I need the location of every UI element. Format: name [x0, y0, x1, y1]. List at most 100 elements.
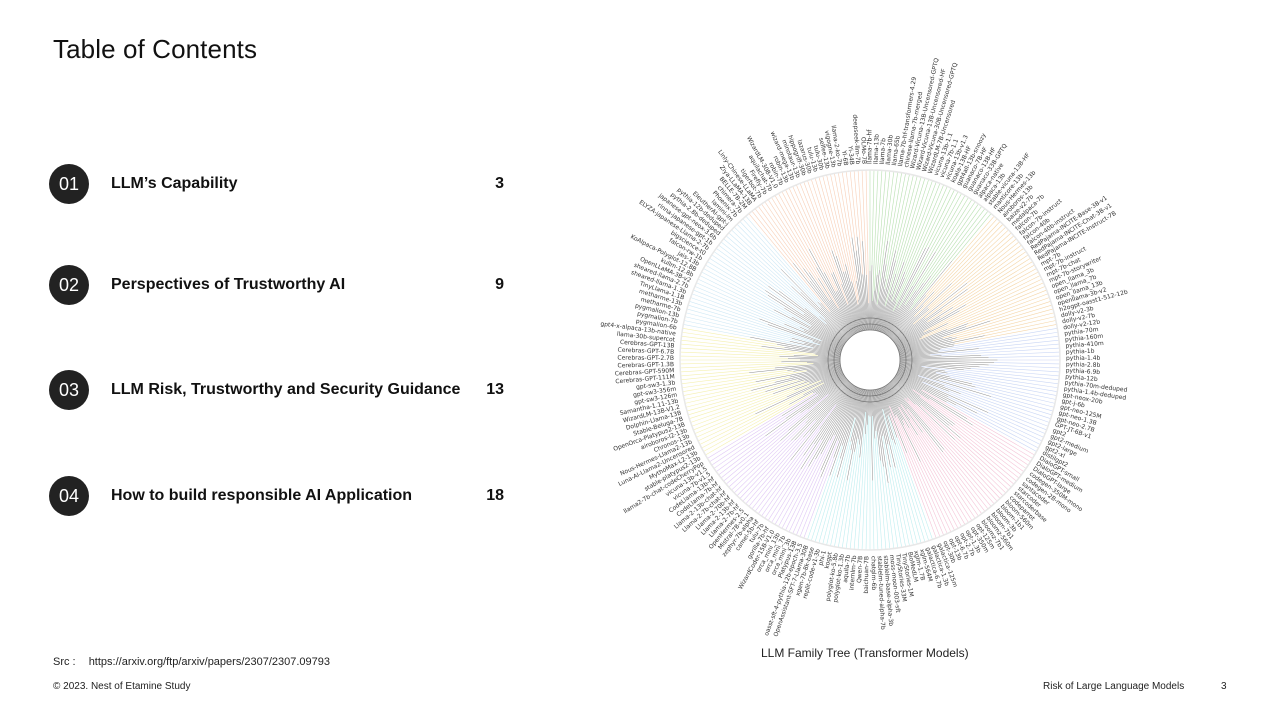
- tree-branch-line: [703, 268, 792, 318]
- tree-branch-line: [917, 435, 973, 521]
- toc-number-badge: 02: [49, 265, 89, 305]
- tree-branch-line: [861, 424, 868, 550]
- toc-item-label: How to build responsible AI Application: [111, 487, 413, 504]
- tree-trunk-line: [883, 247, 926, 334]
- tree-branch-line: [761, 455, 804, 517]
- tree-trunk-line: [897, 370, 950, 392]
- tree-branch-line: [731, 418, 808, 491]
- tree-trunk-line: [813, 361, 841, 364]
- tree-trunk-line: [836, 388, 863, 478]
- tree-trunk-line: [887, 384, 923, 433]
- tree-branch-line: [803, 181, 842, 284]
- tree-branch-line: [857, 170, 863, 242]
- tree-leaf-label: phi-1: [818, 550, 828, 567]
- tree-trunk-line: [895, 317, 941, 345]
- tree-branch-line: [811, 445, 843, 541]
- tree-trunk-line: [874, 389, 889, 484]
- tree-trunk-line: [888, 260, 953, 338]
- tree-trunk-line: [800, 291, 849, 340]
- tree-leaf-label: llama-7b-hf: [867, 129, 874, 164]
- toc-item-4[interactable]: 04 How to build responsible AI Applicati…: [49, 476, 509, 516]
- figure-caption: LLM Family Tree (Transformer Models): [761, 646, 969, 660]
- tree-leaf-label: pythia-1.4b: [1066, 355, 1101, 362]
- tree-trunk-line: [851, 237, 866, 331]
- tree-branch-line: [845, 171, 857, 251]
- tree-trunk-line: [809, 280, 853, 337]
- tree-trunk-line: [899, 354, 931, 358]
- tree-trunk-line: [838, 308, 855, 335]
- tree-branch-line: [960, 437, 1015, 485]
- source-link[interactable]: https://arxiv.org/ftp/arxiv/papers/2307/…: [88, 656, 331, 668]
- tree-branch-line: [972, 383, 1056, 404]
- tree-trunk-line: [824, 319, 848, 341]
- tree-leaf-label: deepseek-llm-7b: [851, 114, 861, 165]
- tree-trunk-line: [807, 380, 849, 419]
- tree-trunk-line: [886, 384, 911, 421]
- tree-trunk-line: [894, 377, 921, 397]
- tree-branch-line: [818, 176, 846, 272]
- tree-branch-line: [987, 412, 1044, 438]
- tree-trunk-line: [791, 381, 850, 441]
- tree-branch-line: [680, 351, 780, 357]
- tree-trunk-line: [893, 318, 926, 343]
- tree-trunk-line: [898, 370, 961, 394]
- tree-branch-line: [748, 432, 811, 507]
- tree-trunk-line: [877, 388, 893, 441]
- tree-branch-line: [754, 404, 837, 512]
- tree-trunk-line: [755, 372, 843, 415]
- tree-branch-line: [876, 171, 895, 305]
- tree-branch-line: [896, 437, 933, 540]
- tree-trunk-line: [807, 378, 847, 410]
- tree-leaf-label: llama-13b: [873, 134, 881, 165]
- tree-branch-line: [830, 450, 852, 546]
- copyright-notice: © 2023. Nest of Etamine Study: [53, 681, 191, 692]
- tree-trunk-line: [794, 370, 843, 391]
- tree-trunk-line: [868, 303, 870, 331]
- toc-page-number: 3: [495, 175, 504, 192]
- tree-branch-line: [947, 372, 1058, 392]
- tree-branch-line: [758, 206, 804, 269]
- tree-branch-line: [925, 215, 995, 296]
- tree-trunk-line: [821, 371, 843, 381]
- tree-trunk-line: [879, 294, 892, 332]
- tree-leaf-label: Cerebras-GPT-13B: [620, 339, 675, 350]
- tree-branch-line: [681, 339, 816, 355]
- tree-trunk-line: [774, 362, 841, 369]
- tree-trunk-line: [815, 382, 851, 421]
- tree-trunk-line: [899, 363, 922, 367]
- tree-trunk-line: [875, 278, 886, 331]
- tree-trunk-line: [847, 304, 860, 333]
- tree-branch-line: [884, 176, 922, 307]
- tree-trunk-line: [898, 337, 957, 353]
- tree-branch-line: [965, 264, 1035, 305]
- tree-trunk-line: [837, 387, 860, 441]
- toc-item-2[interactable]: 02 Perspectives of Trustworthy AI 9: [49, 265, 509, 305]
- tree-trunk-line: [820, 387, 859, 478]
- tree-branch-line: [959, 268, 1037, 312]
- tree-branch-line: [680, 347, 794, 356]
- tree-trunk-line: [873, 304, 878, 331]
- tree-trunk-line: [749, 362, 841, 373]
- tree-trunk-line: [808, 272, 854, 336]
- tree-trunk-line: [780, 268, 850, 339]
- tree-branch-line: [927, 232, 1012, 308]
- tree-trunk-line: [893, 377, 956, 425]
- tree-branch-line: [895, 444, 926, 542]
- tree-branch-line: [919, 286, 1046, 340]
- tree-branch-line: [734, 422, 806, 494]
- tree-branch-line: [883, 466, 895, 549]
- tree-trunk-line: [899, 362, 964, 371]
- tree-branch-line: [920, 405, 1012, 488]
- tree-trunk-line: [823, 373, 844, 384]
- tree-branch-line: [922, 381, 1046, 434]
- toc-item-1[interactable]: 01 LLM’s Capability 3: [49, 164, 509, 204]
- tree-trunk-line: [835, 255, 861, 332]
- toc-item-3[interactable]: 03 LLM Risk, Trustworthy and Security Gu…: [49, 370, 509, 410]
- tree-branch-line: [694, 286, 785, 325]
- tree-trunk-line: [895, 374, 923, 391]
- tree-branch-line: [807, 475, 830, 540]
- tree-branch-line: [988, 364, 1060, 369]
- tree-trunk-line: [878, 388, 896, 445]
- tree-branch-line: [707, 261, 785, 309]
- tree-trunk-line: [761, 346, 841, 357]
